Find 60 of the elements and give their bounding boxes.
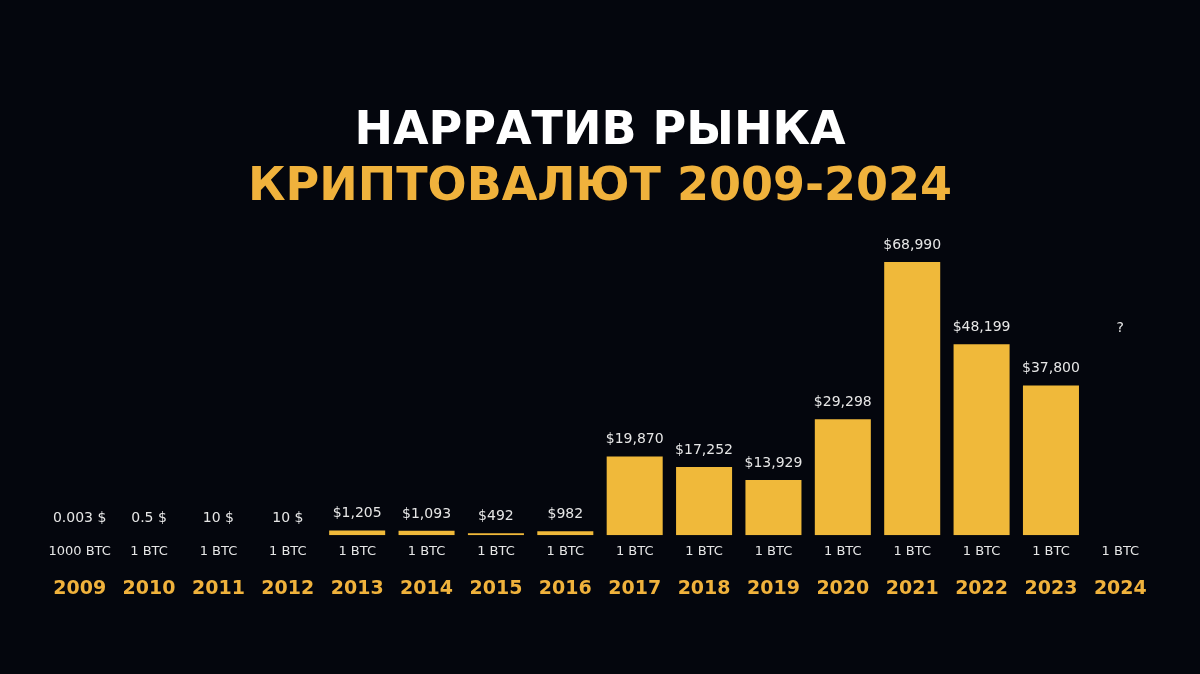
bar [1022,385,1079,536]
x-tick-label: 2012 [261,575,315,598]
text: 1 BTC [338,543,376,559]
text: 1 BTC [269,543,307,559]
bar [676,466,733,536]
data-label: $13,929 [744,453,803,470]
text: 1 BTC [1032,543,1070,559]
text: 1 BTC [615,543,654,559]
data-label: $17,252 [675,440,734,457]
x-tick-label: 2024 [1093,575,1147,598]
text: 1 BTC [199,543,238,559]
text: 1 BTC [685,543,723,559]
bar [953,344,1010,536]
x-tick-label: 2009 [53,575,107,598]
x-tick-label: 2013 [330,575,384,598]
data-label: $29,298 [813,392,872,409]
data-label: $19,870 [605,430,664,447]
data-label: $492 [478,506,514,523]
text: 1 BTC [754,543,793,559]
data-label: 10 $ [272,508,304,525]
data-label: 0.5 $ [131,508,167,525]
text: 1 BTC [477,543,515,559]
bar [745,480,802,536]
bar [537,531,594,536]
text: ? [1116,318,1125,335]
x-tick-label: 2014 [400,575,453,598]
x-tick-label: 2019 [747,575,800,598]
data-label: $982 [547,504,584,521]
data-label: 0.003 $ [52,508,107,525]
x-tick-label: 2021 [885,575,939,598]
x-tick-label: 2011 [191,575,245,598]
x-tick-label: 2016 [538,575,592,598]
text: 1000 BTC [48,543,111,559]
bar [814,419,871,536]
text: 1 BTC [407,543,446,559]
chart-subtitle: КРИПТОВАЛЮТ 2009-2024 [246,156,954,212]
text: 1 BTC [1101,543,1140,559]
x-tick-label: 2017 [608,575,662,598]
text: 1 BTC [893,543,931,559]
data-label: $68,990 [883,235,942,252]
data-label: $48,199 [952,317,1011,334]
bar [398,530,455,536]
text: 1 BTC [130,543,168,559]
x-tick-label: 2015 [469,575,523,598]
bar [884,262,941,536]
text: 1 BTC [824,543,862,559]
bar [606,456,663,536]
data-label: $37,800 [1022,359,1080,376]
data-label: $1,093 [402,504,452,521]
data-label: $1,205 [332,504,382,521]
text: 1 BTC [962,543,1001,559]
chart-title: НАРРАТИВ РЫНКА [353,100,847,156]
bar [329,530,386,536]
x-tick-label: 2023 [1024,575,1078,598]
x-tick-label: 2020 [816,575,870,598]
x-tick-label: 2022 [955,575,1009,598]
x-tick-label: 2018 [677,575,731,598]
data-label: 10 $ [202,508,234,525]
text: 1 BTC [546,543,585,559]
x-tick-label: 2010 [122,575,176,598]
